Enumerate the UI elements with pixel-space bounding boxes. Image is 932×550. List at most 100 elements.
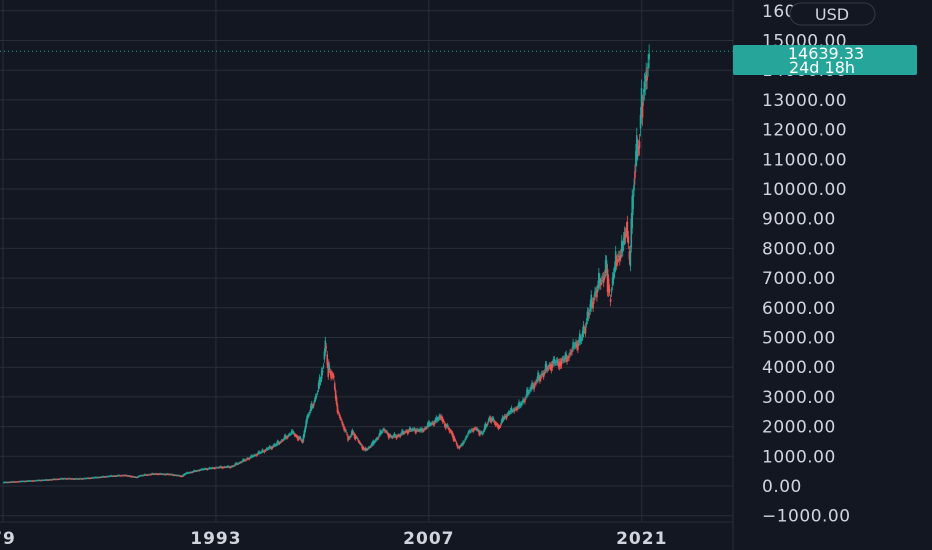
candle-body (514, 409, 516, 411)
candle-body (421, 428, 423, 432)
candle-body (278, 442, 281, 444)
y-tick-label: −1000.00 (762, 507, 851, 527)
candle-body (201, 468, 204, 470)
candle-body (534, 383, 536, 386)
candle-body (300, 439, 303, 441)
candle-body (382, 429, 384, 431)
candle-body (568, 356, 570, 358)
candle-body (179, 475, 182, 477)
candle-body (131, 476, 134, 478)
candle-body (530, 387, 532, 390)
candle-body (43, 480, 46, 482)
candle-body (450, 431, 453, 433)
candle-body (262, 450, 265, 452)
y-tick-label: 6000.00 (762, 299, 836, 319)
candle-body (24, 481, 26, 483)
candle-body (172, 474, 174, 476)
candle-body (505, 415, 508, 419)
candle-body (383, 429, 385, 431)
candle-body (583, 330, 586, 332)
currency-button-bg[interactable] (789, 2, 876, 26)
currency-button[interactable]: USD (789, 2, 876, 26)
candle-body (126, 475, 129, 477)
candle-body (580, 337, 583, 341)
candle-body (10, 482, 12, 484)
candle-body (32, 480, 35, 482)
candle-body (134, 477, 137, 479)
candle-body (311, 406, 314, 408)
candle-body (257, 451, 260, 454)
candle-body (317, 382, 320, 390)
candle-body (537, 372, 539, 380)
candle-body (305, 420, 307, 428)
candle-body (438, 416, 440, 419)
candle-body (497, 425, 500, 429)
candle-body (451, 432, 454, 437)
candle-body (108, 476, 111, 478)
candle-body (631, 196, 634, 229)
candle-body (621, 246, 624, 252)
candle-body (137, 476, 140, 478)
candle-body (638, 141, 641, 149)
candle-body (56, 479, 59, 481)
candle-body (74, 478, 77, 480)
candle-body (71, 478, 74, 480)
candle-body (440, 417, 442, 419)
candle-body (401, 430, 403, 434)
candle-body (648, 53, 650, 60)
candle-body (620, 240, 623, 253)
candle-body (176, 475, 178, 477)
candle-body (49, 479, 52, 481)
candle-body (207, 468, 210, 470)
candle-body (547, 367, 550, 369)
candle-body (528, 392, 530, 394)
candle-body (267, 448, 270, 450)
candle-body (603, 274, 606, 276)
candle-body (133, 476, 136, 478)
candle-body (343, 426, 345, 430)
candle-body (135, 477, 138, 479)
candle-body (558, 361, 561, 368)
candle-body (627, 236, 630, 244)
candle-body (635, 151, 637, 166)
candle-body (324, 340, 327, 353)
currency-label[interactable]: USD (815, 5, 849, 24)
candle-body (418, 430, 420, 432)
x-axis[interactable]: 79 1993 2007 2021 (0, 529, 667, 549)
candle-body (387, 433, 389, 435)
candle-body (103, 476, 105, 478)
candle-body (521, 403, 523, 405)
candle-body (564, 355, 566, 360)
candle-body (338, 414, 341, 416)
candle-body (490, 418, 493, 422)
candle-body (501, 417, 504, 422)
candle-body (420, 429, 422, 431)
candle-body (381, 432, 383, 434)
candle-body (122, 475, 125, 477)
candle-body (604, 259, 607, 273)
candle-body (9, 482, 11, 484)
candle-body (503, 415, 506, 418)
candle-body (216, 467, 219, 469)
candle-body (500, 420, 503, 424)
candle-body (346, 433, 348, 435)
y-tick-label: 1000.00 (762, 447, 836, 467)
candle-body (590, 294, 593, 308)
candle-body (548, 365, 551, 367)
candle-body (398, 435, 401, 437)
candle-body (93, 477, 95, 479)
candle-body (560, 360, 563, 366)
candle-body (423, 429, 425, 431)
candle-body (488, 417, 491, 420)
candle-body (379, 430, 381, 435)
candle-body (370, 444, 373, 446)
candle-body (352, 432, 355, 434)
candle-body (272, 445, 275, 447)
candle-body (334, 390, 337, 399)
candle-body (78, 478, 80, 480)
candle-body (102, 476, 104, 478)
candle-body (50, 479, 53, 481)
candle-body (213, 467, 216, 469)
